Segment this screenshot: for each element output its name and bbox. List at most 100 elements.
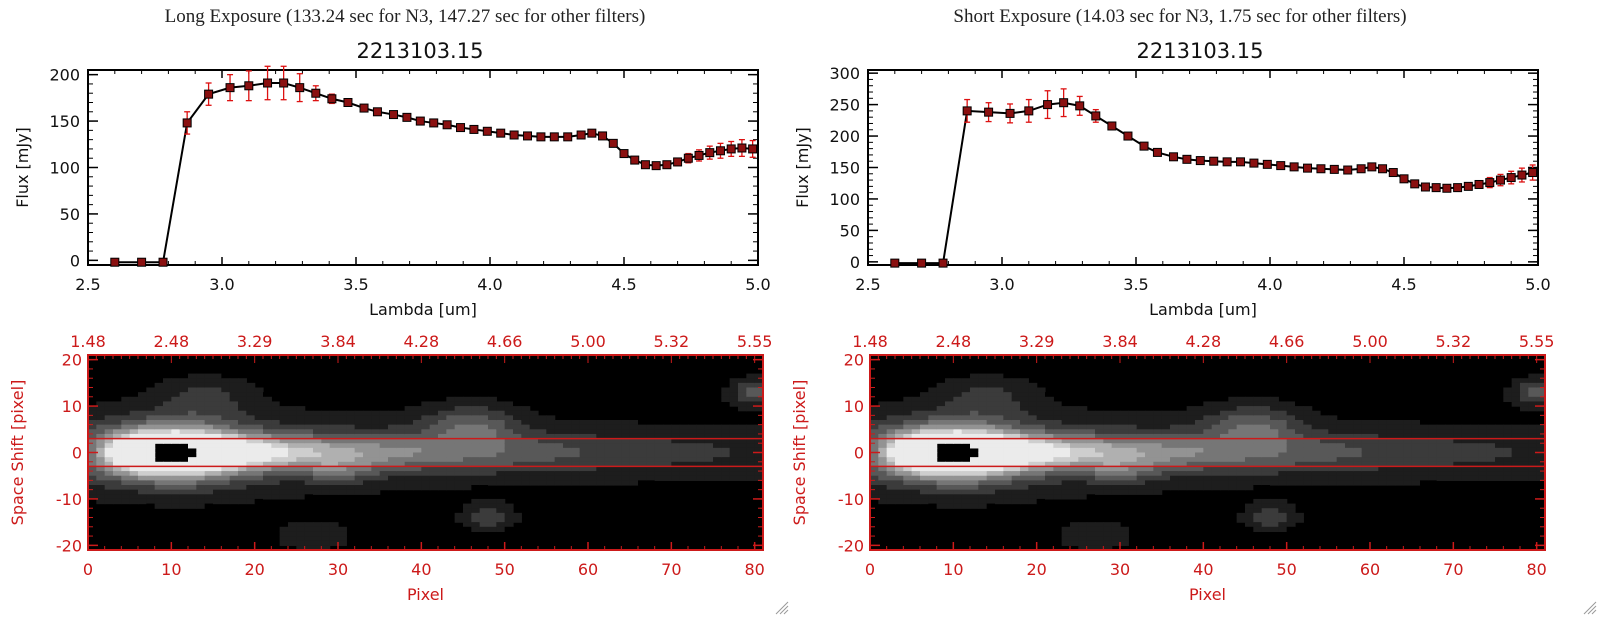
heatmap-cell <box>1528 433 1538 440</box>
heatmap-cell <box>213 489 222 495</box>
heatmap-cell <box>263 396 272 403</box>
heatmap-cell <box>738 461 747 468</box>
heatmap-cell <box>513 443 522 449</box>
heatmap-cell <box>1361 461 1371 468</box>
heatmap-cell <box>1486 457 1496 463</box>
heatmap-cell <box>870 466 879 472</box>
heatmap-cell <box>886 452 896 458</box>
heatmap-cell <box>479 452 489 458</box>
heatmap-cell <box>496 424 506 430</box>
heatmap-cell <box>1228 415 1238 421</box>
heatmap-cell <box>995 410 1004 416</box>
heatmap-cell <box>279 420 289 426</box>
heatmap-cell <box>304 466 314 472</box>
heatmap-cell <box>338 526 347 533</box>
heatmap-cell <box>621 475 631 481</box>
heatmap-cell <box>571 475 581 481</box>
heatmap-cell <box>1028 438 1038 444</box>
heatmap-cell <box>1011 498 1021 505</box>
heatmap-cell <box>1136 471 1146 477</box>
heatmap-cell <box>1345 424 1354 430</box>
heatmap-cell <box>279 461 289 468</box>
heatmap-cell <box>288 420 297 426</box>
heatmap-cell <box>1086 447 1096 454</box>
heatmap-cell <box>329 443 339 449</box>
heatmap-cell <box>928 471 938 477</box>
x-tick-label: 0 <box>83 560 93 579</box>
heatmap-cell <box>696 447 706 454</box>
heatmap-cell <box>1220 452 1229 458</box>
resize-grip-icon[interactable] <box>775 601 789 615</box>
heatmap-cell <box>978 429 988 435</box>
heatmap-cell <box>995 433 1004 440</box>
heatmap-cell <box>1536 433 1546 440</box>
heatmap-cell <box>454 396 464 403</box>
heatmap-cell <box>1220 433 1229 440</box>
heatmap-cell <box>895 424 904 430</box>
heatmap-cell <box>738 378 747 384</box>
heatmap-cell <box>254 415 264 421</box>
heatmap-cell <box>171 494 181 500</box>
heatmap-cell <box>1378 461 1388 468</box>
heatmap-cell <box>1086 415 1096 421</box>
heatmap-cell <box>1253 471 1263 477</box>
heatmap-cell <box>413 406 422 412</box>
heatmap-cell <box>1045 401 1054 407</box>
heatmap-cell <box>288 406 297 412</box>
heatmap-cell <box>188 489 197 495</box>
heatmap-cell <box>313 466 322 472</box>
heatmap-cell <box>138 471 147 477</box>
heatmap-cell <box>638 443 647 449</box>
heatmap-cell <box>496 461 506 468</box>
top-tick-label: 4.66 <box>1269 332 1305 351</box>
heatmap-cell <box>438 420 447 426</box>
heatmap-cell <box>321 485 331 491</box>
heatmap-cell <box>163 378 172 384</box>
heatmap-cell <box>1511 424 1521 430</box>
heatmap-cell <box>429 415 439 421</box>
heatmap-cell <box>1211 475 1221 481</box>
heatmap-cell <box>213 392 222 398</box>
heatmap-cell <box>1161 452 1171 458</box>
heatmap-cell <box>154 392 164 398</box>
heatmap-cell <box>1236 438 1246 444</box>
heatmap-cell <box>363 485 372 491</box>
data-point <box>598 131 608 141</box>
heatmap-cell <box>163 396 172 403</box>
heatmap-cell <box>471 480 481 486</box>
heatmap-cell <box>146 494 156 500</box>
heatmap-cell <box>288 466 297 472</box>
heatmap-cell <box>886 429 896 435</box>
heatmap-cell <box>1278 433 1288 440</box>
heatmap-cell <box>746 429 756 435</box>
heatmap-cell <box>978 480 988 486</box>
heatmap-cell <box>1020 433 1029 440</box>
heatmap-cell <box>529 438 539 444</box>
resize-grip-icon[interactable] <box>1583 601 1597 615</box>
heatmap-cell <box>1303 433 1313 440</box>
heatmap-cell <box>563 457 572 463</box>
heatmap-cell <box>1003 489 1013 495</box>
heatmap-cell <box>1520 457 1529 463</box>
heatmap-cell <box>961 485 971 491</box>
heatmap-cell <box>953 410 963 416</box>
heatmap-cell <box>729 378 739 384</box>
heatmap-cell <box>1053 443 1063 449</box>
heatmap-cell <box>1278 508 1288 514</box>
heatmap-cell <box>911 396 921 403</box>
heatmap-cell <box>554 457 564 463</box>
heatmap-cell <box>1170 461 1179 468</box>
heatmap-cell <box>579 420 589 426</box>
heatmap-cell <box>421 410 431 416</box>
heatmap-cell <box>920 447 929 454</box>
heatmap-cell <box>945 494 954 500</box>
heatmap-cell <box>1245 429 1254 435</box>
heatmap-cell <box>1495 429 1504 435</box>
heatmap-cell <box>154 387 164 393</box>
heatmap-cell <box>621 433 631 440</box>
heatmap-cell <box>629 457 639 463</box>
heatmap-cell <box>104 480 114 486</box>
heatmap-cell <box>1103 466 1113 472</box>
heatmap-cell <box>338 485 347 491</box>
heatmap-cell <box>895 489 904 495</box>
